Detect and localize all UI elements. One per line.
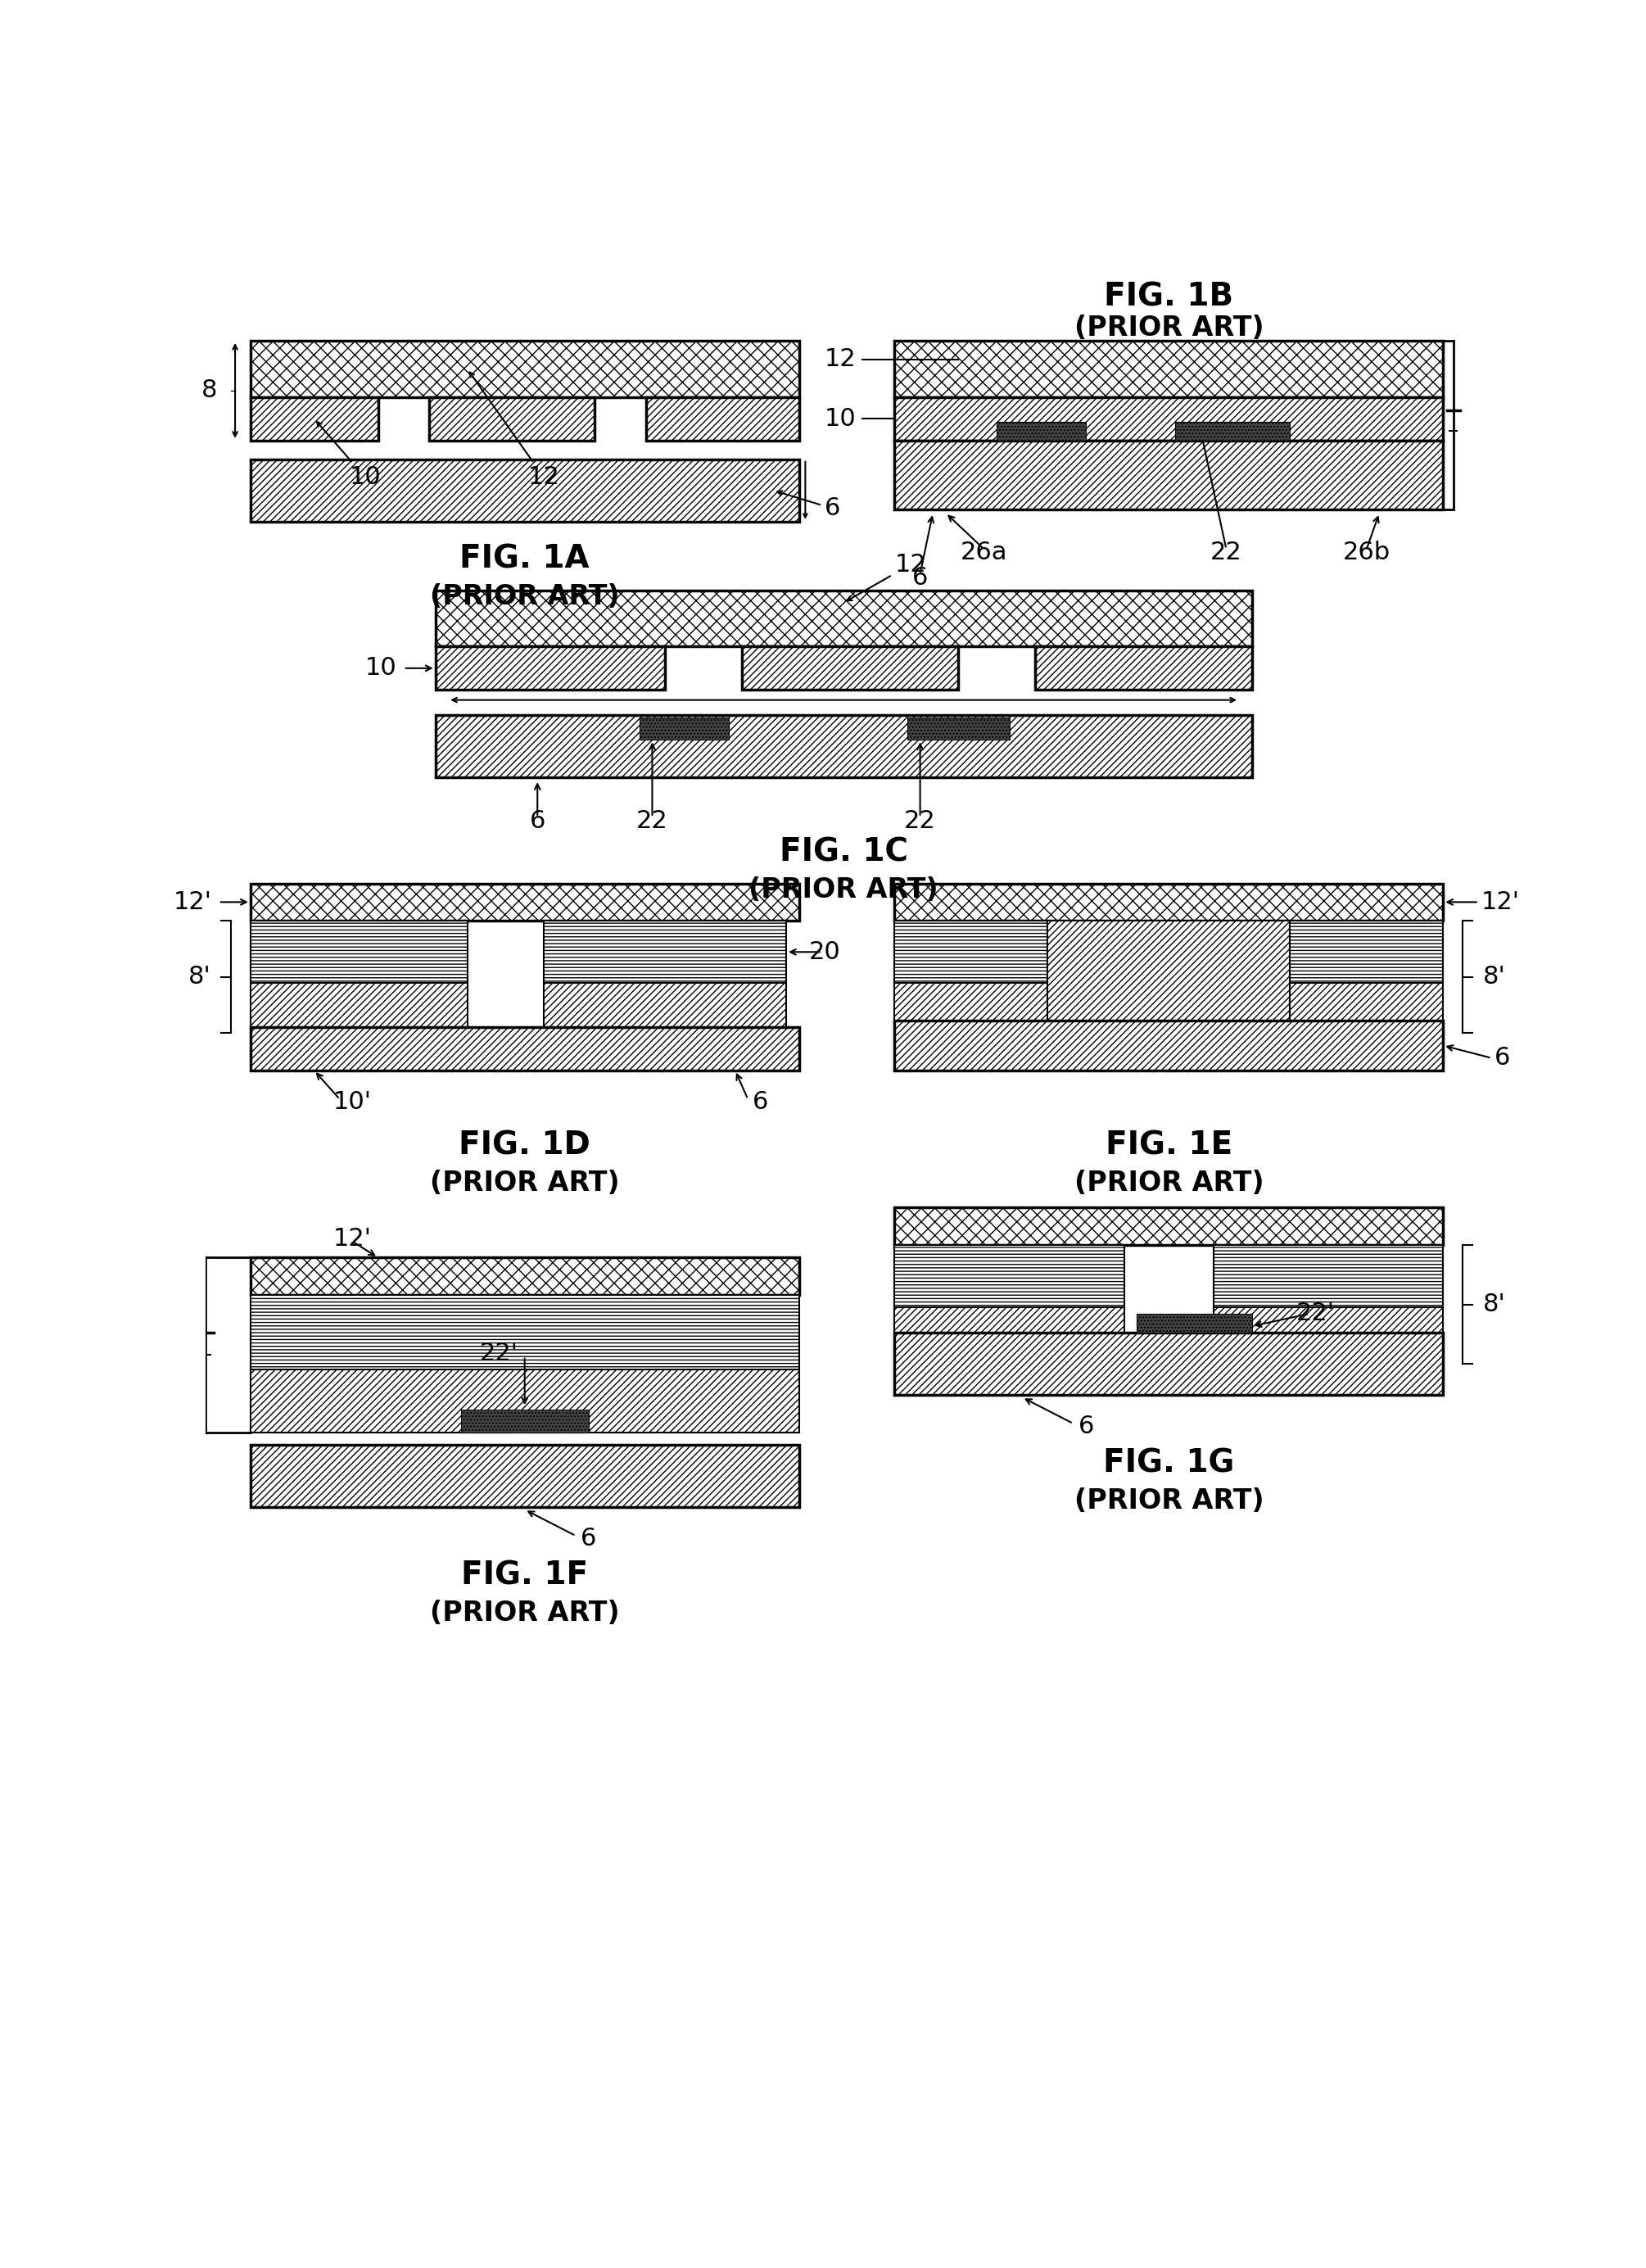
Text: 8': 8' bbox=[1483, 1293, 1506, 1315]
Bar bbox=[250, 1445, 798, 1508]
Text: 10: 10 bbox=[365, 655, 397, 680]
Text: (PRIOR ART): (PRIOR ART) bbox=[749, 875, 938, 903]
Bar bbox=[250, 921, 467, 984]
Text: 20: 20 bbox=[808, 941, 841, 964]
Bar bbox=[250, 1370, 798, 1433]
Text: (PRIOR ART): (PRIOR ART) bbox=[1075, 1170, 1264, 1195]
Text: (PRIOR ART): (PRIOR ART) bbox=[430, 583, 619, 610]
Bar bbox=[1049, 921, 1290, 1034]
Text: FIG. 1B: FIG. 1B bbox=[1104, 281, 1233, 313]
Text: 12': 12' bbox=[332, 1227, 372, 1250]
Text: 6: 6 bbox=[1495, 1046, 1509, 1070]
Text: 22: 22 bbox=[637, 810, 668, 832]
Text: 6: 6 bbox=[752, 1091, 769, 1114]
Bar bbox=[1175, 422, 1290, 440]
Text: 6: 6 bbox=[581, 1526, 596, 1549]
Bar bbox=[435, 646, 665, 689]
Bar bbox=[895, 440, 1444, 510]
Bar bbox=[895, 921, 1049, 984]
Text: FIG. 1G: FIG. 1G bbox=[1103, 1447, 1234, 1479]
Bar bbox=[639, 717, 729, 739]
Text: 22': 22' bbox=[481, 1343, 518, 1365]
Bar bbox=[543, 921, 787, 984]
Text: 26a: 26a bbox=[960, 542, 1007, 565]
Bar bbox=[430, 397, 594, 440]
Bar bbox=[895, 1209, 1444, 1245]
Bar bbox=[250, 1295, 798, 1370]
Text: FIG. 1A: FIG. 1A bbox=[459, 544, 589, 574]
Text: (PRIOR ART): (PRIOR ART) bbox=[1075, 315, 1264, 342]
Bar bbox=[250, 1256, 798, 1295]
Bar bbox=[1035, 646, 1253, 689]
Bar bbox=[1213, 1245, 1444, 1306]
Text: 6: 6 bbox=[1078, 1415, 1095, 1438]
Text: 10': 10' bbox=[332, 1091, 372, 1114]
Bar bbox=[895, 1021, 1444, 1070]
Text: 12': 12' bbox=[173, 891, 212, 914]
Bar bbox=[250, 885, 798, 921]
Bar bbox=[435, 590, 1253, 646]
Bar bbox=[435, 714, 1253, 778]
Bar bbox=[895, 885, 1444, 921]
Text: (PRIOR ART): (PRIOR ART) bbox=[430, 1599, 619, 1626]
Bar bbox=[895, 1334, 1444, 1395]
Text: 12': 12' bbox=[1481, 891, 1519, 914]
Bar bbox=[895, 340, 1444, 397]
Text: FIG. 1E: FIG. 1E bbox=[1106, 1129, 1233, 1161]
Text: FIG. 1F: FIG. 1F bbox=[461, 1560, 588, 1592]
Bar bbox=[1290, 921, 1444, 984]
Bar bbox=[250, 340, 798, 397]
Bar bbox=[895, 1306, 1124, 1363]
Text: 6: 6 bbox=[777, 490, 841, 519]
Bar bbox=[895, 1245, 1124, 1306]
Bar bbox=[543, 984, 787, 1034]
Bar bbox=[895, 984, 1049, 1034]
Text: 22: 22 bbox=[904, 810, 937, 832]
Text: 6: 6 bbox=[530, 810, 545, 832]
Text: (PRIOR ART): (PRIOR ART) bbox=[1075, 1488, 1264, 1515]
Text: (PRIOR ART): (PRIOR ART) bbox=[430, 1170, 619, 1195]
Bar bbox=[1290, 984, 1444, 1034]
Text: FIG. 1C: FIG. 1C bbox=[779, 837, 909, 869]
Bar bbox=[1213, 1306, 1444, 1363]
Text: 10: 10 bbox=[318, 422, 382, 490]
Bar bbox=[741, 646, 958, 689]
Bar bbox=[250, 397, 379, 440]
Text: 22': 22' bbox=[1297, 1302, 1335, 1325]
Text: 22: 22 bbox=[1210, 542, 1243, 565]
Bar bbox=[1137, 1313, 1253, 1334]
Text: 26b: 26b bbox=[1343, 542, 1391, 565]
Bar bbox=[997, 422, 1086, 440]
Text: 8: 8 bbox=[201, 379, 217, 401]
Text: 12: 12 bbox=[825, 347, 856, 372]
Bar bbox=[907, 717, 1009, 739]
Text: 12: 12 bbox=[469, 372, 560, 490]
Bar bbox=[250, 460, 798, 522]
Text: 6: 6 bbox=[912, 567, 928, 590]
Bar bbox=[461, 1411, 589, 1433]
Text: 12: 12 bbox=[848, 553, 927, 601]
Text: 8': 8' bbox=[188, 966, 211, 989]
Bar bbox=[250, 1027, 798, 1070]
Text: 8': 8' bbox=[1483, 966, 1506, 989]
Bar bbox=[895, 397, 1444, 440]
Text: 10: 10 bbox=[825, 406, 856, 431]
Bar bbox=[250, 984, 467, 1034]
Bar bbox=[645, 397, 798, 440]
Text: FIG. 1D: FIG. 1D bbox=[459, 1129, 591, 1161]
